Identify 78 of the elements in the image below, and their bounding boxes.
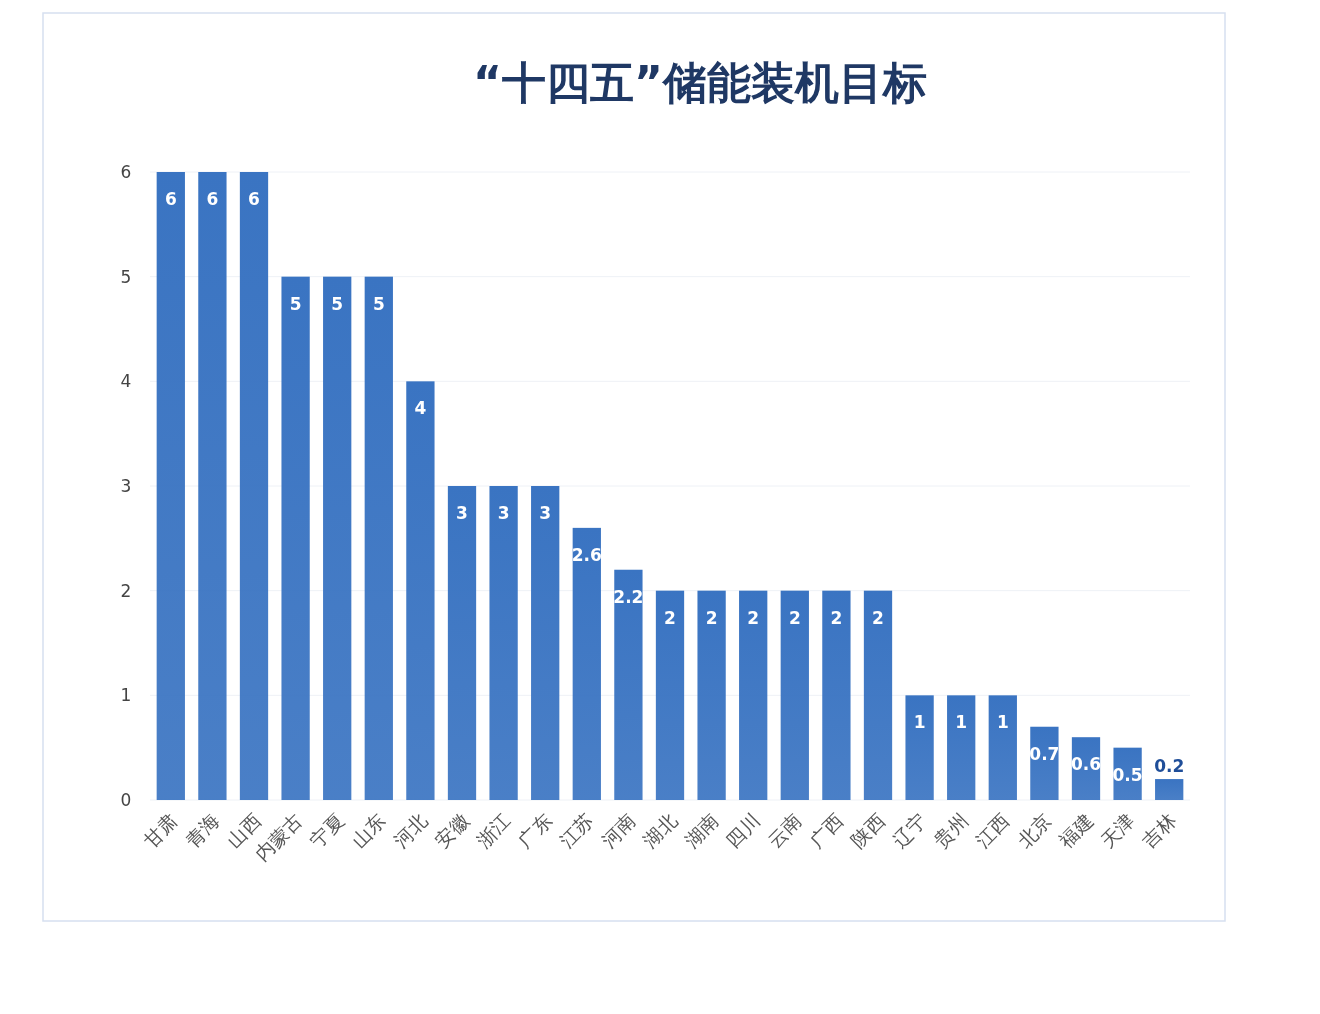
bar (697, 590, 726, 800)
data-label: 3 (539, 503, 552, 523)
bar (531, 486, 560, 800)
bar (281, 276, 310, 800)
data-label: 2 (747, 607, 760, 628)
bar (489, 486, 518, 800)
y-tick-label: 4 (120, 371, 132, 392)
data-label: 3 (456, 503, 468, 523)
data-label: 3 (497, 503, 510, 523)
data-label: 4 (414, 398, 427, 419)
bar (947, 695, 976, 800)
x-tick-label: 四川 (721, 809, 765, 852)
y-tick-label: 1 (120, 685, 132, 706)
data-label: 6 (164, 189, 177, 209)
data-label: 5 (289, 293, 302, 314)
bar (822, 590, 851, 800)
bar (780, 590, 809, 800)
x-tick-label: 湖南 (680, 809, 723, 852)
bar (988, 695, 1017, 800)
bar (198, 172, 227, 800)
y-tick-label: 5 (120, 266, 132, 287)
x-tick-label: 河北 (388, 809, 432, 852)
bar (905, 695, 934, 800)
data-label: 1 (955, 712, 968, 733)
chart-title: “十四五”储能装机目标 (473, 57, 927, 108)
data-label: 1 (913, 712, 926, 733)
data-label: 0.7 (1029, 743, 1060, 764)
x-tick-label: 甘肃 (139, 809, 182, 852)
x-tick-label: 北京 (1012, 809, 1056, 852)
x-tick-label: 福建 (1054, 809, 1097, 852)
x-tick-label: 山东 (347, 809, 390, 852)
data-label: 2 (788, 607, 801, 628)
x-tick-label: 浙江 (472, 809, 515, 852)
data-label: 2 (664, 607, 676, 628)
data-label: 1 (996, 712, 1009, 733)
bar (447, 486, 477, 800)
x-tick-label: 江苏 (555, 809, 598, 852)
x-tick-label: 广西 (804, 809, 848, 852)
x-tick-label: 云南 (763, 809, 806, 852)
y-tick-label: 3 (120, 476, 132, 496)
y-tick-label: 6 (120, 162, 132, 182)
x-tick-label: 江西 (971, 809, 1014, 852)
bar (572, 527, 601, 800)
x-tick-label: 青海 (180, 809, 224, 852)
data-label: 2 (830, 607, 843, 628)
bar (1155, 779, 1184, 800)
x-tick-label: 辽宁 (888, 809, 931, 852)
bar (156, 172, 185, 800)
bar (364, 276, 393, 800)
x-tick-label: 陕西 (846, 809, 889, 852)
bar (614, 569, 643, 800)
data-label: 2.2 (613, 586, 644, 607)
x-tick-label: 吉林 (1137, 809, 1181, 852)
data-label: 2 (705, 607, 718, 628)
data-label: 6 (248, 189, 260, 209)
x-tick-label: 天津 (1096, 809, 1139, 852)
bar (323, 276, 352, 800)
bar (406, 381, 435, 800)
x-tick-label: 安徽 (430, 809, 473, 852)
data-label: 2 (872, 607, 884, 628)
data-label: 6 (206, 189, 219, 209)
x-tick-label: 湖北 (638, 809, 681, 852)
bar (239, 172, 269, 800)
x-tick-label: 宁夏 (305, 809, 349, 852)
x-tick-label: 广东 (513, 809, 557, 852)
data-label: 5 (331, 293, 344, 314)
bar (739, 590, 768, 800)
bar (655, 590, 685, 800)
x-tick-label: 河南 (596, 809, 640, 852)
y-tick-label: 2 (120, 580, 132, 601)
x-tick-label: 贵州 (929, 809, 973, 852)
bar (1030, 726, 1059, 800)
y-tick-label: 0 (120, 790, 132, 810)
data-label: 5 (372, 293, 385, 314)
data-label: 0.5 (1112, 764, 1143, 785)
bar (863, 590, 893, 800)
data-label: 0.2 (1154, 756, 1185, 777)
data-label: 2.6 (571, 544, 602, 565)
